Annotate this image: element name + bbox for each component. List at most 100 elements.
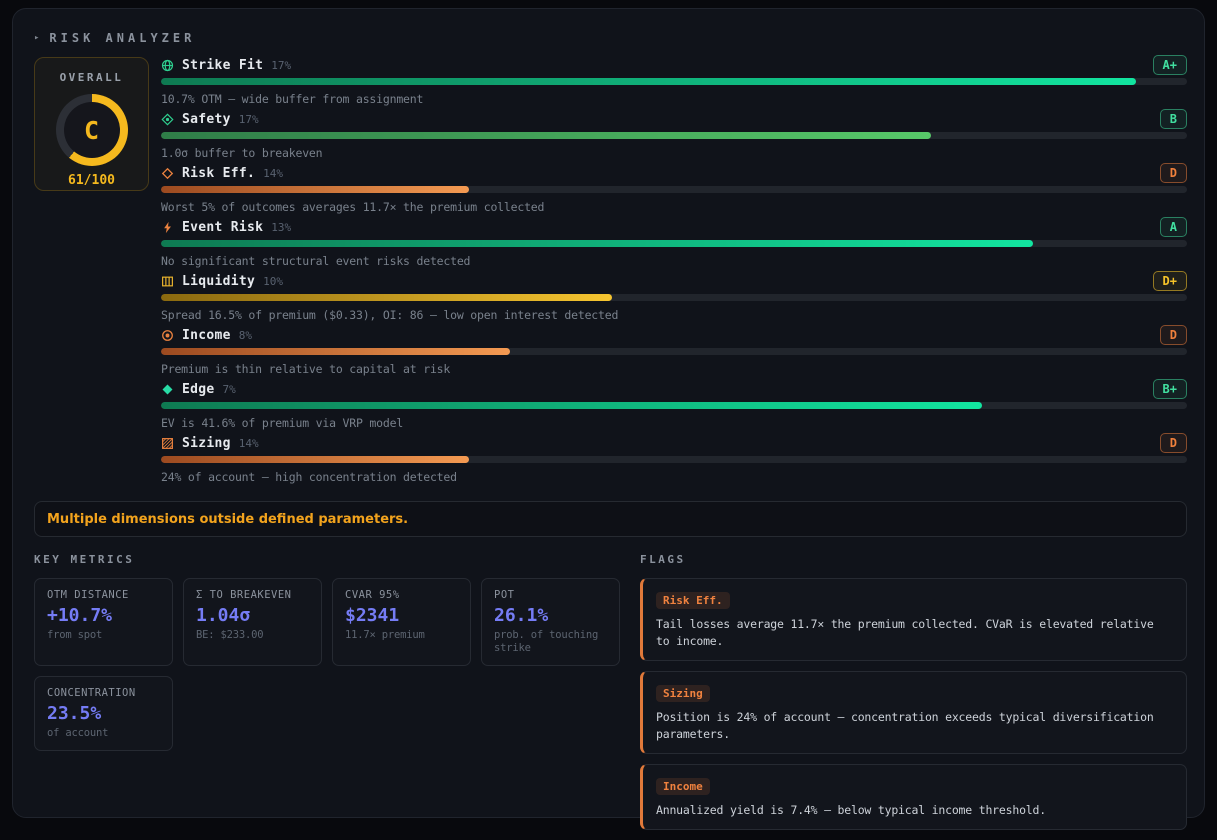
diamond-solid-icon [161,383,174,396]
metric-subtext: from spot [47,629,103,641]
dimension-weight: 10% [263,274,284,288]
dimension-header: Risk Eff. 14% D [161,163,1187,183]
ring-inner [63,102,120,158]
dimension-header: Sizing 14% D [161,433,1187,453]
diamond-outline-icon [161,167,174,180]
dimension-name: Risk Eff. [182,165,256,181]
dimension-name: Event Risk [182,219,264,235]
dimension-bar-track [161,402,1187,409]
dimension-name: Income [182,327,231,343]
metric-value: 23.5% [47,703,102,724]
grade-badge: B+ [1152,379,1187,399]
metric-value: +10.7% [47,605,113,626]
dimension-bar-track [161,186,1187,193]
dimension-header: Liquidity 10% D+ [161,271,1187,291]
metric-card: POT 26.1% prob. of touching strike [481,578,620,666]
key-metrics-title: KEY METRICS [34,553,135,566]
metric-cards: OTM DISTANCE +10.7% from spot Σ TO BREAK… [34,578,622,751]
flag-text: Position is 24% of account — concentrati… [656,710,1154,741]
dimension-description: 24% of account — high concentration dete… [161,470,457,484]
dimension-name: Edge [182,381,215,397]
dimension-header: Income 8% D [161,325,1187,345]
metric-subtext: of account [47,727,109,739]
dimension-list: Strike Fit 17% A+ 10.7% OTM — wide buffe… [161,55,1187,489]
dimension-row: Risk Eff. 14% D Worst 5% of outcomes ave… [161,163,1187,219]
dimension-bar-fill [161,186,469,193]
metric-label: OTM DISTANCE [47,589,129,601]
columns-icon [161,275,174,288]
metric-card: CVAR 95% $2341 11.7× premium [332,578,471,666]
dimension-header: Strike Fit 17% A+ [161,55,1187,75]
globe-icon [161,59,174,72]
flag-tag: Risk Eff. [656,592,730,609]
dimension-bar-track [161,240,1187,247]
overall-grade-card: OVERALL C 61/100 [34,57,149,191]
dimension-bar-track [161,456,1187,463]
dimension-bar-track [161,78,1187,85]
dimension-weight: 7% [222,382,236,396]
dimension-bar-fill [161,78,1136,85]
dimension-name: Sizing [182,435,231,451]
dimension-weight: 13% [271,220,292,234]
metric-card: Σ TO BREAKEVEN 1.04σ BE: $233.00 [183,578,322,666]
dimension-row: Event Risk 13% A No significant structur… [161,217,1187,273]
dimension-name: Liquidity [182,273,256,289]
key-metrics-section: KEY METRICS OTM DISTANCE +10.7% from spo… [34,553,622,840]
metric-value: $2341 [345,605,400,626]
dimension-row: Edge 7% B+ EV is 41.6% of premium via VR… [161,379,1187,435]
dimension-bar-track [161,132,1187,139]
dimension-header: Safety 17% B [161,109,1187,129]
flags-section: FLAGS Risk Eff. Tail losses average 11.7… [640,553,1187,840]
dimension-bar-fill [161,240,1034,247]
grade-badge: D [1159,325,1187,345]
dimension-bar-fill [161,456,469,463]
metric-label: CONCENTRATION [47,687,136,699]
dimension-description: Premium is thin relative to capital at r… [161,362,451,376]
warning-text: Multiple dimensions outside defined para… [47,511,409,527]
flag-text: Annualized yield is 7.4% — below typical… [656,803,1046,817]
metric-card: OTM DISTANCE +10.7% from spot [34,578,173,666]
metric-value: 1.04σ [196,605,251,626]
hatch-square-icon [161,437,174,450]
overall-grade: C [83,115,100,145]
dimension-weight: 14% [263,166,284,180]
dimension-weight: 17% [271,58,292,72]
dimension-bar-track [161,348,1187,355]
panel-header-toggle[interactable]: ▸ RISK ANALYZER [34,31,1187,45]
flag-card: Income Annualized yield is 7.4% — below … [640,764,1187,830]
diamond-dot-icon [161,112,174,126]
metric-subtext: BE: $233.00 [196,629,264,641]
flag-card: Sizing Position is 24% of account — conc… [640,671,1187,754]
overall-score-ring: C [55,94,128,166]
dimension-name: Strike Fit [182,57,264,73]
details-section: KEY METRICS OTM DISTANCE +10.7% from spo… [34,553,1187,840]
dimension-row: Sizing 14% D 24% of account — high conce… [161,433,1187,489]
collapse-arrow-icon[interactable]: ▸ [34,33,40,43]
dimension-bar-track [161,294,1187,301]
dimension-bar-fill [161,132,931,139]
dimension-weight: 14% [238,436,259,450]
dimension-row: Strike Fit 17% A+ 10.7% OTM — wide buffe… [161,55,1187,111]
dimension-row: Income 8% D Premium is thin relative to … [161,325,1187,381]
grade-badge: A+ [1152,55,1187,75]
dimension-header: Event Risk 13% A [161,217,1187,237]
dimension-header: Edge 7% B+ [161,379,1187,399]
metric-label: CVAR 95% [345,589,400,601]
analysis-section: OVERALL C 61/100 Strike Fit 17% A+ [34,55,1187,489]
grade-badge: D [1159,163,1187,183]
grade-badge: A [1159,217,1187,237]
dimension-weight: 17% [238,112,259,126]
dimension-row: Liquidity 10% D+ Spread 16.5% of premium… [161,271,1187,327]
lightning-icon [161,221,174,234]
dimension-description: 10.7% OTM — wide buffer from assignment [161,92,424,106]
dimension-description: Spread 16.5% of premium ($0.33), OI: 86 … [161,308,619,322]
dimension-weight: 8% [238,328,253,342]
grade-badge: B [1159,109,1187,129]
metric-subtext: 11.7× premium [345,629,425,641]
overall-label: OVERALL [59,71,124,84]
metric-label: POT [494,589,515,601]
dimension-bar-fill [161,348,510,355]
warning-banner: Multiple dimensions outside defined para… [34,501,1187,537]
flag-tag: Income [656,778,710,795]
panel-title: RISK ANALYZER [49,31,196,45]
